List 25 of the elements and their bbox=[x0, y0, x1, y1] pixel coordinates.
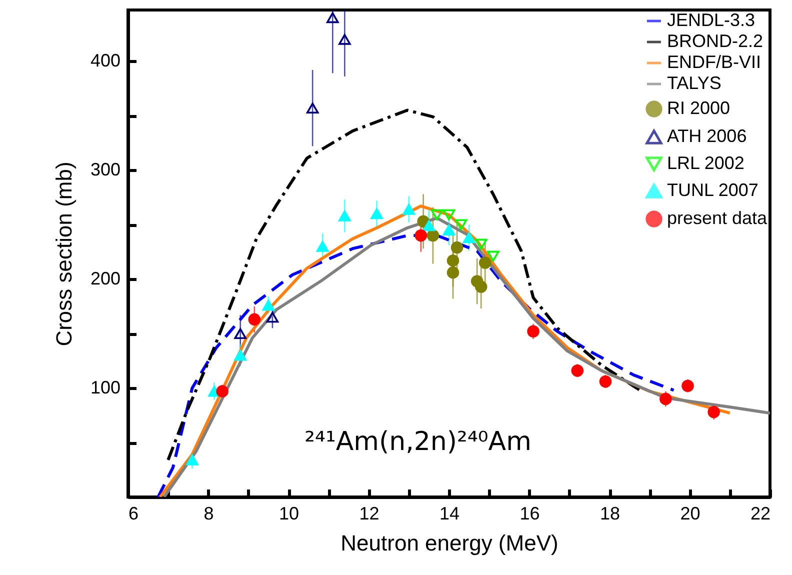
legend-label: JENDL-3.3 bbox=[667, 10, 756, 30]
x-tick-label: 10 bbox=[278, 504, 300, 524]
y-axis-title: Cross section (mb) bbox=[51, 162, 76, 346]
legend-label: TALYS bbox=[667, 73, 722, 93]
x-tick-label: 18 bbox=[600, 504, 620, 524]
legend-label: ENDF/B-VII bbox=[667, 52, 762, 72]
legend-label: TUNL 2007 bbox=[667, 180, 758, 200]
x-tick-label: 6 bbox=[128, 504, 139, 524]
x-tick-label: 20 bbox=[680, 504, 700, 524]
x-tick-label: 16 bbox=[520, 504, 540, 524]
x-tick-label: 14 bbox=[439, 504, 460, 524]
x-tick-label: 22 bbox=[750, 504, 770, 524]
legend-label: BROND-2.2 bbox=[667, 31, 764, 51]
legend-label: present data bbox=[667, 208, 768, 228]
x-tick-label: 12 bbox=[359, 504, 380, 524]
y-tick-label: 200 bbox=[90, 268, 120, 289]
y-tick-label: 100 bbox=[90, 378, 120, 398]
x-axis-title: Neutron energy (MeV) bbox=[340, 530, 558, 556]
legend-label: RI 2000 bbox=[667, 98, 730, 118]
y-tick-label: 300 bbox=[90, 160, 120, 180]
legend-label: ATH 2006 bbox=[667, 126, 747, 146]
legend-label: LRL 2002 bbox=[667, 153, 744, 173]
y-tick-label: 400 bbox=[90, 50, 120, 71]
annotation: ²⁴¹Am(n,2n)²⁴⁰Am bbox=[304, 427, 532, 457]
x-tick-label: 8 bbox=[204, 504, 214, 524]
